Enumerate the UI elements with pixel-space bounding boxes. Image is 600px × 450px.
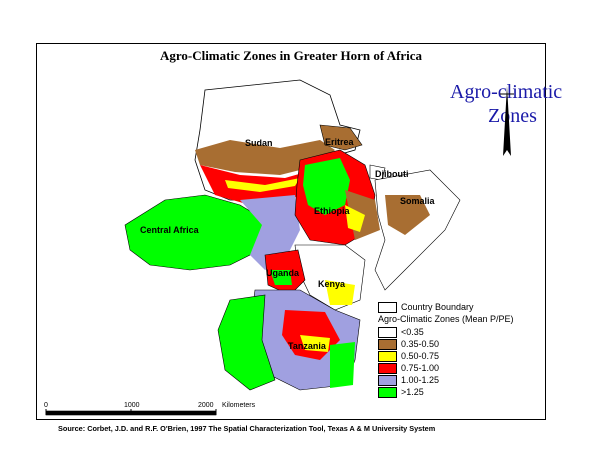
label-tanzania: Tanzania — [288, 341, 326, 351]
legend-boundary-label: Country Boundary — [401, 302, 474, 312]
label-uganda: Uganda — [266, 268, 300, 278]
sudan-yellow-strip — [225, 178, 300, 192]
label-kenya: Kenya — [318, 279, 346, 289]
uganda-green — [270, 270, 292, 285]
scale-unit: Kilometers — [222, 402, 256, 409]
legend-swatch — [378, 363, 397, 375]
southwest-green — [217, 294, 276, 391]
legend-class-row: 0.50-0.75 — [378, 351, 440, 363]
label-ethiopia: Ethiopia — [314, 206, 350, 216]
map-frame: Agro-Climatic Zones in Greater Horn of A… — [36, 43, 546, 420]
scale-label-0: 0 — [44, 402, 48, 409]
scale-label-2000: 2000 — [198, 402, 214, 409]
legend-class-row: 1.00-1.25 — [378, 375, 440, 387]
legend-class-label: 0.50-0.75 — [401, 351, 440, 361]
legend-class-row: <0.35 — [378, 327, 424, 339]
ethiopia-yellow — [345, 205, 365, 232]
legend-swatch — [378, 351, 397, 363]
overlay-title: Agro-climatic Zones — [450, 80, 590, 128]
label-somalia: Somalia — [400, 196, 435, 206]
legend-boundary-swatch — [378, 302, 397, 314]
legend-class-row: >1.25 — [378, 387, 424, 399]
source-note: Source: Corbet, J.D. and R.F. O'Brien, 1… — [58, 424, 436, 433]
legend-swatch — [378, 375, 397, 387]
legend-swatch — [378, 339, 397, 351]
overlay-title-line2: Zones — [488, 105, 537, 127]
southeast-green — [330, 342, 355, 388]
overlay-title-line1: Agro-climatic — [450, 81, 563, 103]
tanzania-yellow — [300, 335, 330, 352]
legend-swatch — [378, 327, 397, 339]
legend-class-row: 0.75-1.00 — [378, 363, 440, 375]
scale-bar: 0 1000 2000 Kilometers — [40, 400, 290, 420]
label-djibouti: Djibouti — [375, 169, 409, 179]
eritrea-region — [319, 124, 363, 151]
kenya-yellow — [325, 280, 355, 305]
legend-boundary-row: Country Boundary — [378, 302, 474, 314]
map-title: Agro-Climatic Zones in Greater Horn of A… — [159, 48, 423, 63]
label-central-africa: Central Africa — [140, 225, 199, 235]
legend-class-label: >1.25 — [401, 387, 424, 397]
legend-class-label: 1.00-1.25 — [401, 375, 440, 385]
somalia-region — [374, 169, 461, 291]
somalia-brown — [385, 195, 430, 235]
label-eritrea: Eritrea — [325, 137, 354, 147]
label-sudan: Sudan — [245, 138, 273, 148]
north-arrow-icon — [500, 86, 514, 156]
legend-class-label: 0.75-1.00 — [401, 363, 440, 373]
lavender-belt — [240, 195, 300, 270]
legend-swatch — [378, 387, 397, 399]
legend-class-label: 0.35-0.50 — [401, 339, 440, 349]
legend-class-label: <0.35 — [401, 327, 424, 337]
legend-class-row: 0.35-0.50 — [378, 339, 440, 351]
scale-label-1000: 1000 — [124, 402, 140, 409]
ethiopia-green-core — [303, 158, 350, 215]
legend-title: Agro-Climatic Zones (Mean P/PE) — [378, 314, 514, 324]
